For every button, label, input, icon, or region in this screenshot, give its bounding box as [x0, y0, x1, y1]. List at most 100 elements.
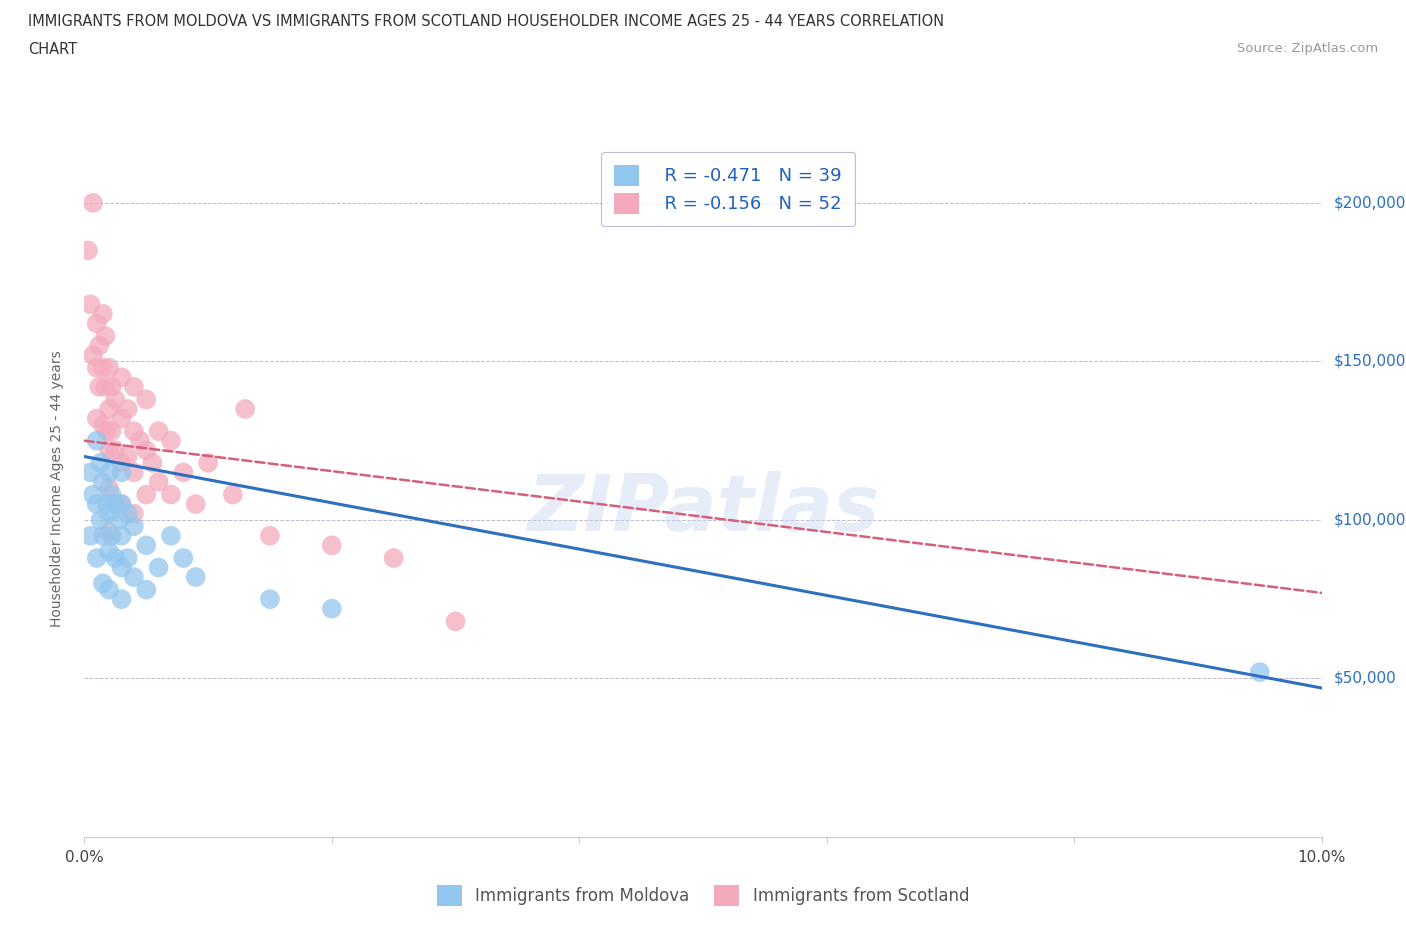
Point [104, 551, 127, 565]
Point [172, 551, 194, 565]
Point [100, 424, 122, 439]
Point [86, 360, 108, 375]
Point [259, 528, 281, 543]
Text: $150,000: $150,000 [1334, 354, 1406, 369]
Point [91, 307, 114, 322]
Point [259, 591, 281, 606]
Point [148, 560, 170, 575]
Point [79, 465, 101, 480]
Point [135, 582, 157, 597]
Point [94, 328, 117, 343]
Point [79, 297, 101, 312]
Point [98, 506, 121, 521]
Point [1249, 665, 1271, 680]
Point [122, 424, 145, 439]
Point [117, 506, 139, 521]
Text: IMMIGRANTS FROM MOLDOVA VS IMMIGRANTS FROM SCOTLAND HOUSEHOLDER INCOME AGES 25 -: IMMIGRANTS FROM MOLDOVA VS IMMIGRANTS FR… [28, 14, 945, 29]
Text: $50,000: $50,000 [1334, 671, 1396, 686]
Point [122, 519, 145, 534]
Point [94, 379, 117, 394]
Point [89, 379, 111, 394]
Point [122, 569, 145, 584]
Point [160, 433, 183, 448]
Point [98, 402, 121, 417]
Text: $200,000: $200,000 [1334, 195, 1406, 210]
Point [104, 443, 127, 458]
Point [98, 465, 121, 480]
Point [79, 528, 101, 543]
Point [233, 402, 256, 417]
Point [321, 538, 343, 552]
Point [86, 411, 108, 426]
Point [91, 418, 114, 432]
Point [98, 481, 121, 496]
Point [98, 525, 121, 540]
Point [108, 512, 131, 527]
Point [184, 497, 207, 512]
Point [100, 528, 122, 543]
Point [135, 443, 157, 458]
Point [122, 506, 145, 521]
Point [104, 497, 127, 512]
Point [197, 456, 219, 471]
Point [98, 582, 121, 597]
Point [110, 456, 132, 471]
Point [117, 449, 139, 464]
Point [122, 379, 145, 394]
Point [100, 487, 122, 502]
Point [110, 411, 132, 426]
Point [77, 243, 100, 258]
Point [110, 497, 132, 512]
Point [110, 370, 132, 385]
Point [148, 424, 170, 439]
Point [160, 487, 183, 502]
Point [135, 392, 157, 407]
Point [100, 379, 122, 394]
Point [110, 465, 132, 480]
Point [82, 195, 104, 210]
Point [117, 402, 139, 417]
Point [110, 497, 132, 512]
Point [89, 512, 111, 527]
Point [110, 560, 132, 575]
Point [86, 551, 108, 565]
Point [444, 614, 467, 629]
Point [117, 551, 139, 565]
Point [91, 528, 114, 543]
Point [222, 487, 245, 502]
Point [122, 465, 145, 480]
Point [89, 456, 111, 471]
Point [141, 456, 163, 471]
Text: CHART: CHART [28, 42, 77, 57]
Point [104, 392, 127, 407]
Point [96, 497, 118, 512]
Point [135, 538, 157, 552]
Point [160, 528, 183, 543]
Point [110, 528, 132, 543]
Point [148, 474, 170, 489]
Point [98, 443, 121, 458]
Point [86, 497, 108, 512]
Point [86, 433, 108, 448]
Text: $100,000: $100,000 [1334, 512, 1406, 527]
Point [98, 544, 121, 559]
Point [129, 433, 152, 448]
Y-axis label: Householder Income Ages 25 - 44 years: Householder Income Ages 25 - 44 years [49, 350, 63, 627]
Point [184, 569, 207, 584]
Point [135, 487, 157, 502]
Point [89, 339, 111, 353]
Point [321, 602, 343, 617]
Legend: Immigrants from Moldova, Immigrants from Scotland: Immigrants from Moldova, Immigrants from… [430, 879, 976, 912]
Point [91, 360, 114, 375]
Legend:   R = -0.471   N = 39,   R = -0.156   N = 52: R = -0.471 N = 39, R = -0.156 N = 52 [600, 152, 855, 226]
Point [82, 487, 104, 502]
Point [110, 591, 132, 606]
Point [98, 360, 121, 375]
Point [86, 316, 108, 331]
Text: Source: ZipAtlas.com: Source: ZipAtlas.com [1237, 42, 1378, 55]
Point [382, 551, 405, 565]
Point [96, 424, 118, 439]
Point [172, 465, 194, 480]
Point [82, 348, 104, 363]
Point [91, 576, 114, 591]
